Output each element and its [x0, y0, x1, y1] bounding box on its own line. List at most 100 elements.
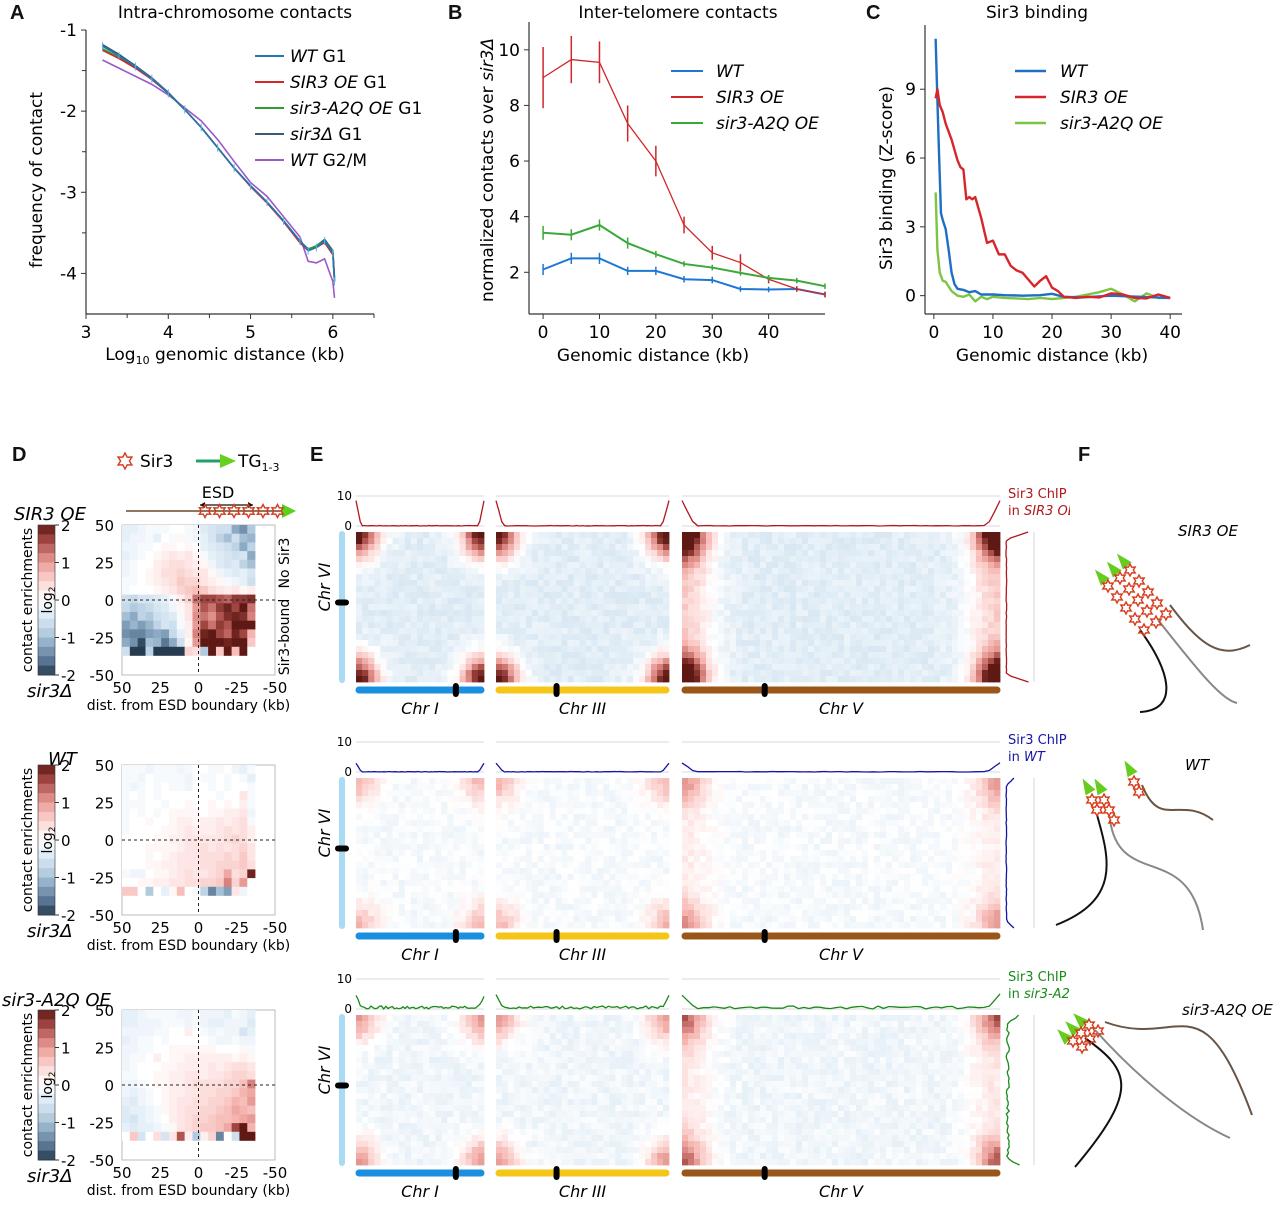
hic-cell	[362, 880, 369, 887]
hic-cell	[603, 838, 610, 845]
hic-cell	[663, 910, 670, 917]
colorbar-segment	[38, 534, 55, 545]
colorbar-tick-label: 0	[61, 832, 71, 850]
heatmap-cell	[129, 1010, 138, 1019]
hic-cell	[940, 616, 947, 623]
hic-cell	[874, 556, 881, 563]
hic-cell	[496, 832, 503, 839]
hic-cell	[398, 916, 406, 923]
hic-cell	[760, 640, 767, 647]
hic-cell	[615, 874, 622, 881]
hic-cell	[441, 544, 448, 551]
hic-cell	[645, 886, 652, 893]
hic-cell	[700, 580, 707, 587]
hic-cell	[688, 586, 695, 593]
hic-cell	[880, 550, 887, 557]
hic-cell	[934, 640, 941, 647]
hic-cell	[356, 634, 363, 641]
heatmap-cell	[200, 1097, 209, 1106]
hic-cell	[531, 652, 539, 659]
hic-cell	[459, 532, 467, 539]
hic-cell	[356, 532, 363, 539]
hic-cell	[496, 778, 503, 785]
hic-cell	[579, 556, 586, 563]
hic-cell	[410, 790, 418, 797]
hic-cell	[730, 670, 737, 677]
hic-cell	[850, 616, 857, 623]
hic-cell	[940, 538, 947, 545]
heatmap-cell	[168, 791, 178, 801]
heatmap-cell	[208, 869, 217, 879]
hic-cell	[657, 664, 664, 671]
hic-cell	[386, 784, 393, 791]
hic-cell	[423, 646, 430, 653]
hic-cell	[585, 904, 592, 911]
hic-cell	[507, 580, 515, 587]
heatmap-cell	[239, 878, 248, 888]
hic-cell	[597, 856, 604, 863]
hic-cell	[368, 874, 375, 881]
hic-cell	[663, 880, 670, 887]
hic-cell	[573, 844, 580, 851]
heatmap-cell	[231, 808, 240, 818]
hic-cell	[922, 562, 929, 569]
hic-cell	[766, 544, 773, 551]
hic-cell	[531, 628, 539, 635]
hic-cell	[555, 916, 563, 923]
hic-cell	[392, 586, 400, 593]
hic-cell	[362, 544, 369, 551]
heatmap-cell	[247, 1018, 256, 1028]
hic-cell	[645, 778, 652, 785]
hic-cell	[808, 676, 815, 683]
hic-cell	[778, 538, 785, 545]
hic-cell	[597, 580, 604, 587]
hic-cell	[447, 910, 454, 917]
hic-cell	[928, 550, 935, 557]
heatmap-cell	[129, 585, 138, 595]
hic-cell	[579, 676, 586, 683]
heatmap-cell	[122, 1027, 131, 1037]
hic-cell	[663, 664, 670, 671]
hic-cell	[988, 562, 995, 569]
hic-cell	[880, 586, 887, 593]
heatmap-cell	[129, 603, 138, 613]
hic-cell	[423, 874, 430, 881]
hic-cell	[730, 616, 737, 623]
hic-cell	[790, 544, 797, 551]
hic-cell	[724, 592, 731, 599]
hic-cell	[730, 586, 737, 593]
hic-cell	[362, 640, 369, 647]
hic-cell	[579, 916, 586, 923]
hic-cell	[766, 622, 773, 629]
hic-cell	[706, 640, 713, 647]
hic-cell	[760, 664, 767, 671]
hic-cell	[928, 634, 935, 641]
hic-cell	[502, 838, 509, 845]
hic-cell	[814, 640, 821, 647]
hic-cell	[892, 622, 899, 629]
colorbar-segment	[38, 830, 55, 841]
hic-cell	[808, 604, 815, 611]
hic-cell	[477, 856, 485, 863]
hic-cell	[555, 880, 563, 887]
hic-cell	[694, 634, 701, 641]
heatmap-cell	[153, 577, 162, 587]
hic-cell	[706, 544, 713, 551]
hic-cell	[682, 550, 689, 557]
hic-cell	[386, 916, 393, 923]
hic-cell	[946, 610, 953, 617]
heatmap-cell	[129, 1036, 138, 1046]
hic-cell	[712, 658, 719, 665]
heatmap-cell	[208, 1036, 217, 1046]
hic-cell	[496, 808, 503, 815]
x-tick-label: 0	[194, 919, 204, 937]
heatmap-cell	[223, 799, 232, 809]
hic-cell	[856, 592, 863, 599]
hic-cell	[603, 814, 610, 821]
hic-cell	[374, 886, 381, 893]
hic-cell	[790, 586, 797, 593]
heatmap-cell	[208, 852, 217, 861]
hic-cell	[477, 868, 485, 875]
hic-cell	[886, 586, 893, 593]
hic-cell	[663, 826, 670, 833]
